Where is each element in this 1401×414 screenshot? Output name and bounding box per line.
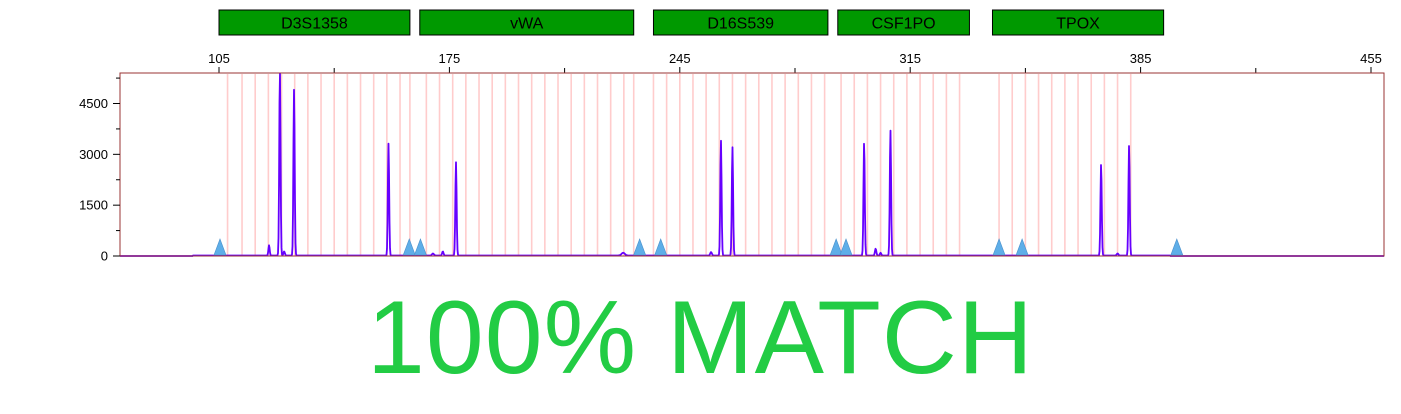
trace-line — [119, 72, 1385, 257]
locus-bar-vwa — [419, 9, 635, 36]
y-tick-label: 1500 — [79, 198, 108, 213]
size-marker — [992, 238, 1006, 256]
x-tick-label: 175 — [439, 51, 461, 66]
x-axis-top: 105 175 245 315 385 455 — [208, 51, 1382, 73]
trace-layer — [119, 72, 1385, 257]
x-tick-label: 455 — [1360, 51, 1382, 66]
locus-label: vWA — [510, 16, 544, 33]
size-marker — [402, 238, 416, 256]
y-tick-label: 3000 — [79, 147, 108, 162]
locus-label: D16S539 — [707, 16, 774, 33]
x-tick-label: 315 — [899, 51, 921, 66]
size-marker — [654, 238, 668, 256]
size-marker — [213, 238, 227, 256]
x-tick-label: 105 — [208, 51, 230, 66]
size-marker-layer — [213, 238, 1184, 256]
locus-label: TPOX — [1056, 16, 1100, 33]
x-tick-label: 245 — [669, 51, 691, 66]
size-marker — [1015, 238, 1029, 256]
size-marker — [633, 238, 647, 256]
size-marker — [839, 238, 853, 256]
locus-label: CSF1PO — [872, 16, 936, 33]
plot-frame — [119, 72, 1385, 257]
locus-label: D3S1358 — [281, 16, 348, 33]
allele-bin-layer — [226, 74, 1132, 256]
locus-bar-csf1po — [837, 9, 970, 36]
y-tick-label: 0 — [101, 249, 108, 264]
size-marker — [1170, 238, 1184, 256]
locus-bar-d3s1358 — [218, 9, 411, 36]
y-tick-label: 4500 — [79, 96, 108, 111]
locus-bar-tpox — [991, 9, 1165, 36]
electropherogram: D3S1358 vWA D16S539 CSF1PO TPOX 105 175 245 315… — [79, 9, 1385, 264]
match-result-text: 100% MATCH — [367, 280, 1034, 396]
locus-bar-row: D3S1358 vWA D16S539 CSF1PO TPOX — [218, 9, 1165, 36]
size-marker — [829, 238, 843, 256]
size-marker — [414, 238, 427, 256]
y-axis: 0 1500 3000 4500 — [79, 77, 120, 264]
x-tick-label: 385 — [1130, 51, 1152, 66]
locus-bar-d16s539 — [652, 9, 829, 36]
